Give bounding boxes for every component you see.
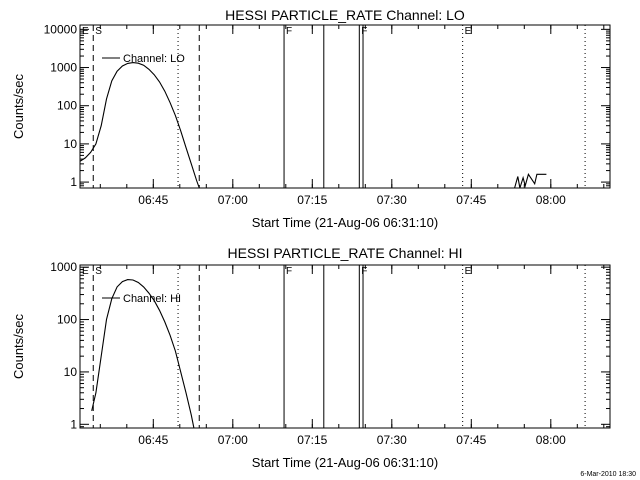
series-line [91, 279, 195, 429]
x-axis-label: Start Time (21-Aug-06 06:31:10) [252, 455, 438, 470]
chart-title: HESSI PARTICLE_RATE Channel: LO [225, 7, 465, 23]
x-tick-label: 06:45 [138, 193, 168, 207]
series-line [514, 172, 547, 189]
x-tick-label: 07:30 [377, 433, 407, 447]
flag-label: S [95, 266, 102, 277]
flag-label: F [361, 26, 367, 37]
x-tick-label: 08:00 [536, 433, 566, 447]
y-tick-label: 1000 [50, 260, 77, 274]
lo-channel-plot: HESSI PARTICLE_RATE Channel: LO 1 10 100 100… [11, 7, 611, 230]
flag-label: F [286, 266, 292, 277]
flag-label: E [465, 266, 472, 277]
flag-label: F [361, 266, 367, 277]
plot-frame [79, 264, 611, 429]
x-tick-label: 07:00 [218, 433, 248, 447]
y-tick-label: 100 [57, 313, 77, 327]
footer-timestamp: 6-Mar-2010 18:30 [580, 471, 636, 478]
flag-label: F [286, 26, 292, 37]
legend-label: Channel: LO [123, 53, 185, 65]
legend-label: Channel: HI [123, 293, 181, 305]
x-tick-label: 08:00 [536, 193, 566, 207]
y-axis-label: Counts/sec [11, 73, 26, 139]
flag-label: E [82, 266, 89, 277]
x-axis-label: Start Time (21-Aug-06 06:31:10) [252, 215, 438, 230]
chart-title: HESSI PARTICLE_RATE Channel: HI [228, 245, 463, 261]
flag-label: E [82, 26, 89, 37]
y-tick-label: 10000 [44, 22, 78, 36]
plot-frame [79, 24, 611, 189]
x-tick-label: 07:30 [377, 193, 407, 207]
y-tick-label: 1 [70, 417, 77, 431]
flag-label: S [95, 26, 102, 37]
x-tick-label: 07:45 [456, 433, 486, 447]
y-tick-label: 10 [64, 137, 78, 151]
x-tick-label: 06:45 [138, 433, 168, 447]
y-tick-label: 1 [70, 175, 77, 189]
flag-label: E [465, 26, 472, 37]
y-tick-label: 1000 [50, 61, 77, 75]
y-tick-label: 10 [64, 365, 78, 379]
x-tick-label: 07:00 [218, 193, 248, 207]
x-tick-label: 07:15 [297, 433, 327, 447]
y-axis-label: Counts/sec [11, 313, 26, 379]
hi-channel-plot: HESSI PARTICLE_RATE Channel: HI 1 10 100 100… [11, 245, 611, 470]
y-tick-label: 100 [57, 99, 77, 113]
x-tick-label: 07:15 [297, 193, 327, 207]
series-line [79, 62, 200, 189]
x-tick-label: 07:45 [456, 193, 486, 207]
